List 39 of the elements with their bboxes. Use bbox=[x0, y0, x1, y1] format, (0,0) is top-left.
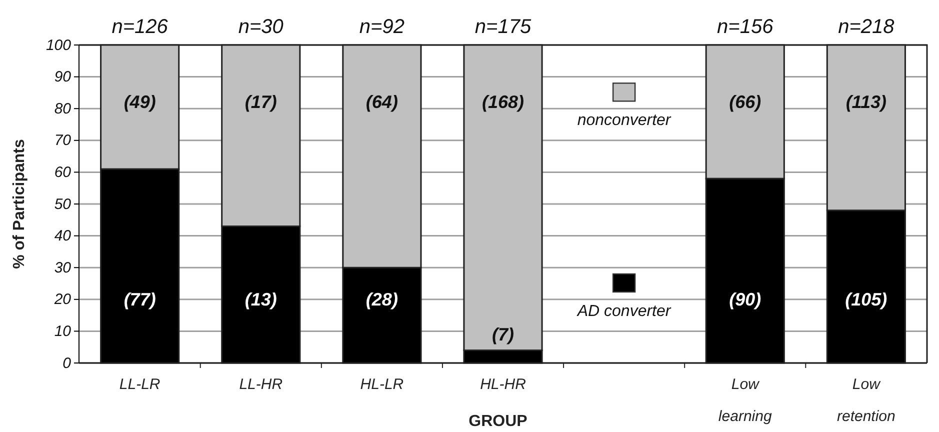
y-axis-title: % of Participants bbox=[11, 139, 28, 269]
y-tick-label: 10 bbox=[54, 323, 72, 340]
annotation: (105) bbox=[845, 289, 888, 310]
annotation: (49) bbox=[124, 92, 156, 112]
x-tick-label: LL-HR bbox=[239, 376, 283, 393]
annotation: (77) bbox=[124, 289, 156, 310]
annotation: (7) bbox=[492, 324, 514, 344]
annotation: (64) bbox=[366, 92, 398, 112]
legend-label: nonconverter bbox=[577, 112, 672, 130]
text: n=30 bbox=[238, 16, 284, 38]
annotation: (90) bbox=[729, 289, 762, 310]
text: n=126 bbox=[112, 16, 169, 38]
y-tick-label: 90 bbox=[54, 68, 72, 86]
x-tick-label: HL-LR bbox=[360, 376, 404, 393]
text: n=92 bbox=[359, 16, 404, 38]
y-tick-label: 100 bbox=[46, 36, 72, 54]
annotation: (13) bbox=[244, 289, 277, 310]
annotation: (113) bbox=[846, 92, 887, 112]
annotation: (168) bbox=[482, 92, 524, 112]
text: n=156 bbox=[717, 16, 774, 38]
y-tick-label: 60 bbox=[54, 164, 72, 181]
annotation: (17) bbox=[244, 92, 277, 112]
annotation: (66) bbox=[729, 92, 762, 112]
x-tick-label: LL-LR bbox=[119, 376, 160, 393]
y-tick-label: 80 bbox=[54, 100, 72, 118]
y-tick-label: 30 bbox=[54, 259, 72, 276]
y-tick-label: 70 bbox=[54, 132, 72, 150]
y-tick-label: 50 bbox=[54, 196, 72, 213]
y-tick-label: 40 bbox=[54, 228, 72, 245]
x-tick-label: HL-HR bbox=[480, 376, 526, 393]
x-tick-label: Low retention bbox=[836, 376, 896, 425]
y-tick-label: 20 bbox=[53, 291, 72, 308]
legend-label: AD converter bbox=[576, 302, 672, 320]
annotation: (28) bbox=[366, 289, 398, 310]
x-tick-label: Low learning bbox=[718, 376, 772, 425]
text: n=175 bbox=[474, 16, 532, 38]
y-tick-label: 0 bbox=[62, 354, 72, 372]
text: n=218 bbox=[838, 16, 894, 38]
x-axis-title: GROUP bbox=[468, 413, 528, 430]
